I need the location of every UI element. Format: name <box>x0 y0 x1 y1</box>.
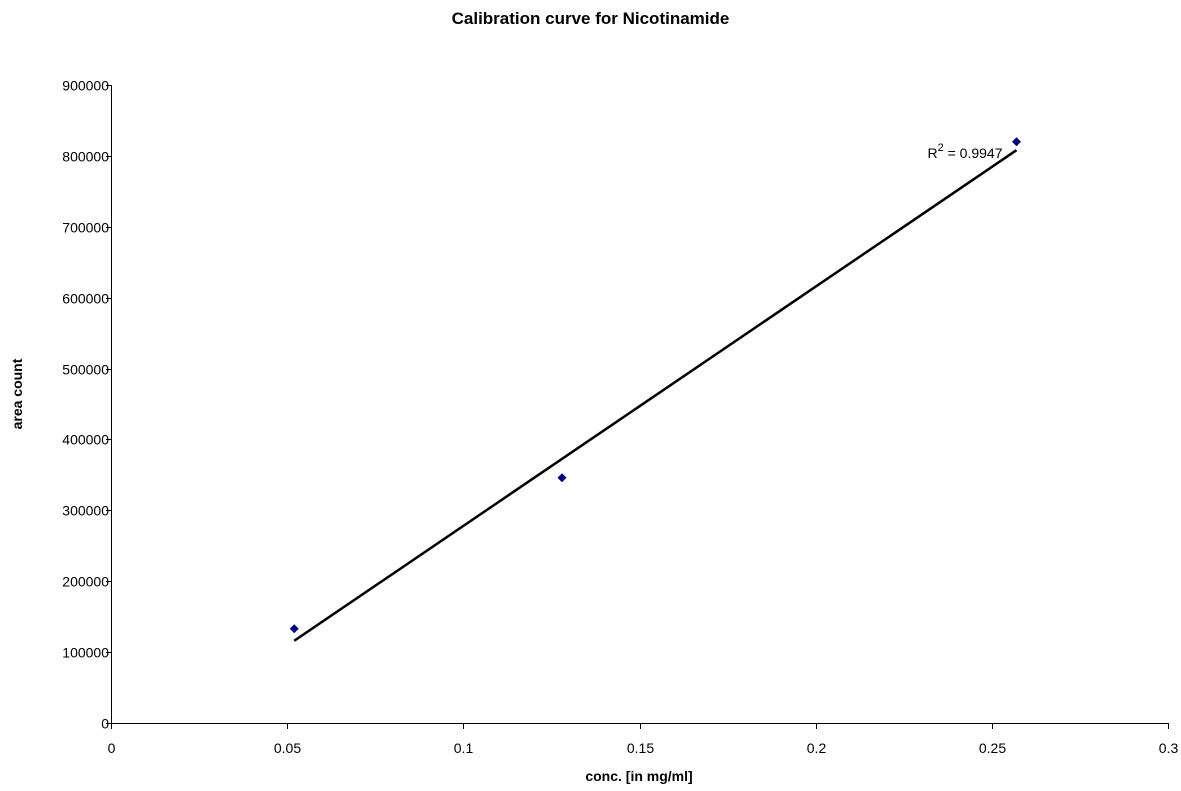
data-point <box>289 624 299 634</box>
x-tick-label: 0.05 <box>274 740 301 756</box>
x-tick-label: 0.3 <box>1159 740 1179 756</box>
data-point <box>1011 137 1021 147</box>
y-tick-label: 900000 <box>62 78 109 94</box>
x-tick-label: 0.25 <box>979 740 1006 756</box>
x-tick-label: 0 <box>108 740 116 756</box>
chart-title: Calibration curve for Nicotinamide <box>451 9 730 28</box>
r-squared-annotation: R2 = 0.9947 <box>927 142 1002 161</box>
y-tick-label: 600000 <box>62 291 109 307</box>
trendline <box>293 149 1018 642</box>
y-tick-label: 0 <box>101 716 109 732</box>
x-axis-title: conc. [in mg/ml] <box>585 768 692 784</box>
y-tick-label: 100000 <box>62 645 109 661</box>
y-tick-label: 300000 <box>62 503 109 519</box>
x-tick-label: 0.15 <box>627 740 654 756</box>
y-axis-title: area count <box>9 358 25 429</box>
data-point <box>557 473 567 483</box>
y-tick-label: 700000 <box>62 220 109 236</box>
y-axis-ticks: 0 100000 200000 300000 400000 500000 600000 700… <box>62 78 111 732</box>
r-squared-value: = 0.9947 <box>944 145 1003 161</box>
y-tick-label: 400000 <box>62 432 109 448</box>
x-tick-label: 0.1 <box>454 740 474 756</box>
r-squared-base: R <box>927 145 937 161</box>
y-tick-label: 200000 <box>62 574 109 590</box>
x-tick-label: 0.2 <box>807 740 827 756</box>
data-points <box>289 137 1021 634</box>
y-tick-label: 500000 <box>62 362 109 378</box>
plot-area: 0 0.05 0.1 0.15 0.2 0.25 0.3 0 100000 200000 3000… <box>62 78 1178 757</box>
r-squared-exponent: 2 <box>938 142 944 154</box>
y-tick-label: 800000 <box>62 149 109 165</box>
x-axis-ticks: 0 0.05 0.1 0.15 0.2 0.25 0.3 <box>108 723 1179 756</box>
